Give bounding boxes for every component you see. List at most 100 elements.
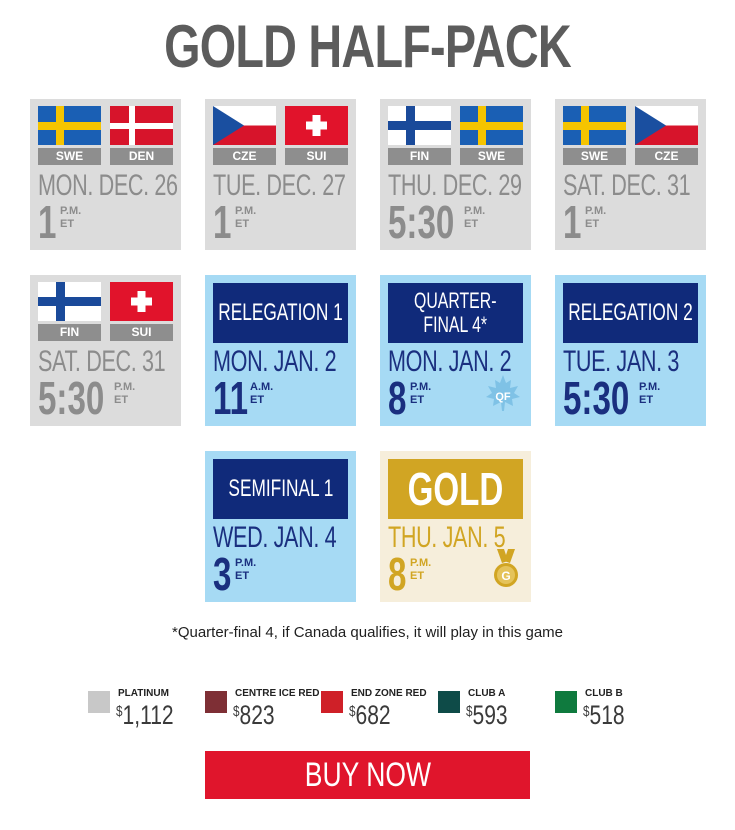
game-timezone: ET xyxy=(114,394,129,406)
czech-flag-icon xyxy=(213,106,276,145)
switzerland-flag-icon xyxy=(285,106,348,145)
legend-price: $823 xyxy=(233,700,275,730)
legend-name: END ZONE RED xyxy=(351,688,427,699)
game-ampm: P.M. xyxy=(464,205,486,217)
game-date: SAT. DEC. 31 xyxy=(563,169,691,202)
game-card-gold: GOLD THU. JAN. 5 8 P.M. ET G xyxy=(380,451,531,602)
legend-name: CLUB B xyxy=(585,688,623,699)
game-card-relegation-2: RELEGATION 2 TUE. JAN. 3 5:30 P.M. ET xyxy=(555,275,706,426)
legend-name: CLUB A xyxy=(468,688,506,699)
game-date: TUE. JAN. 3 xyxy=(563,345,680,378)
sweden-flag-icon xyxy=(563,106,626,145)
game-ampm: P.M. xyxy=(114,381,136,393)
club-a-swatch xyxy=(438,691,460,713)
sweden-flag-icon xyxy=(38,106,101,145)
game-time: 1 xyxy=(563,196,582,248)
game-card-quarter-final-4: QUARTER- FINAL 4* MON. JAN. 2 8 P.M. ET … xyxy=(380,275,531,426)
game-timezone: ET xyxy=(464,218,479,230)
game-timezone: ET xyxy=(639,394,654,406)
footnote: *Quarter-final 4, if Canada qualifies, i… xyxy=(171,624,564,641)
game-timezone: ET xyxy=(585,218,600,230)
game-label-banner: RELEGATION 1 xyxy=(213,283,348,343)
game-label: RELEGATION 2 xyxy=(568,299,693,326)
czech-flag-icon xyxy=(635,106,698,145)
game-date: SAT. DEC. 31 xyxy=(38,345,166,378)
legend-name: CENTRE ICE RED xyxy=(235,688,320,699)
game-card-fin-sui: FIN SUI SAT. DEC. 31 5:30 P.M. ET xyxy=(30,275,181,426)
quarterfinal-maple-leaf-icon: QF xyxy=(483,373,523,418)
game-timezone: ET xyxy=(410,394,425,406)
team-code: SWE xyxy=(563,148,626,165)
game-time: 1 xyxy=(213,196,232,248)
legend-price: $593 xyxy=(466,700,508,730)
game-date: THU. JAN. 5 xyxy=(388,521,506,554)
platinum-swatch xyxy=(88,691,110,713)
game-ampm: A.M. xyxy=(250,381,274,393)
team-code: SUI xyxy=(285,148,348,165)
game-label-banner: SEMIFINAL 1 xyxy=(213,459,348,519)
legend-price: $518 xyxy=(583,700,625,730)
game-label: GOLD xyxy=(407,463,504,515)
game-timezone: ET xyxy=(235,570,250,582)
game-time: 8 xyxy=(388,372,407,424)
game-date: MON. JAN. 2 xyxy=(388,345,512,378)
game-ampm: P.M. xyxy=(585,205,607,217)
game-card-cze-sui: CZE SUI TUE. DEC. 27 1 P.M. ET xyxy=(205,99,356,250)
team-code: CZE xyxy=(635,148,698,165)
game-card-swe-cze: SWE CZE SAT. DEC. 31 1 P.M. ET xyxy=(555,99,706,250)
legend-price: $1,112 xyxy=(116,700,174,730)
game-ampm: P.M. xyxy=(235,557,257,569)
game-time: 5:30 xyxy=(388,196,455,248)
game-label: SEMIFINAL 1 xyxy=(228,475,334,502)
game-time: 5:30 xyxy=(38,372,105,424)
game-ampm: P.M. xyxy=(410,557,432,569)
game-time: 5:30 xyxy=(563,372,630,424)
game-timezone: ET xyxy=(410,570,425,582)
team-code: CZE xyxy=(213,148,276,165)
game-time: 1 xyxy=(38,196,57,248)
game-date: WED. JAN. 4 xyxy=(213,521,337,554)
buy-now-label: BUY NOW xyxy=(304,755,431,794)
game-ampm: P.M. xyxy=(639,381,661,393)
buy-now-button[interactable]: BUY NOW xyxy=(205,751,530,799)
legend-name: PLATINUM xyxy=(118,688,169,699)
club-b-swatch xyxy=(555,691,577,713)
game-card-swe-den: SWE DEN MON. DEC. 26 1 P.M. ET xyxy=(30,99,181,250)
game-label-banner: GOLD xyxy=(388,459,523,519)
game-date: TUE. DEC. 27 xyxy=(213,169,346,202)
game-card-fin-swe: FIN SWE THU. DEC. 29 5:30 P.M. ET xyxy=(380,99,531,250)
badge-label: G xyxy=(501,569,510,583)
team-code: SUI xyxy=(110,324,173,341)
finland-flag-icon xyxy=(38,282,101,321)
team-code: FIN xyxy=(388,148,451,165)
game-card-semifinal-1: SEMIFINAL 1 WED. JAN. 4 3 P.M. ET xyxy=(205,451,356,602)
game-date: MON. JAN. 2 xyxy=(213,345,337,378)
game-label: RELEGATION 1 xyxy=(218,299,343,326)
game-date: THU. DEC. 29 xyxy=(388,169,522,202)
game-ampm: P.M. xyxy=(410,381,432,393)
legend-price: $682 xyxy=(349,700,391,730)
game-label-banner: QUARTER- FINAL 4* xyxy=(388,283,523,343)
centre-ice-red-swatch xyxy=(205,691,227,713)
end-zone-red-swatch xyxy=(321,691,343,713)
sweden-flag-icon xyxy=(460,106,523,145)
page-title: GOLD HALF-PACK xyxy=(164,13,572,80)
game-timezone: ET xyxy=(250,394,265,406)
game-card-relegation-1: RELEGATION 1 MON. JAN. 2 11 A.M. ET xyxy=(205,275,356,426)
game-ampm: P.M. xyxy=(235,205,257,217)
game-timezone: ET xyxy=(235,218,250,230)
gold-medal-icon: G xyxy=(489,549,523,594)
badge-label: QF xyxy=(495,391,511,403)
game-ampm: P.M. xyxy=(60,205,82,217)
finland-flag-icon xyxy=(388,106,451,145)
game-date: MON. DEC. 26 xyxy=(38,169,178,202)
denmark-flag-icon xyxy=(110,106,173,145)
team-code: SWE xyxy=(38,148,101,165)
game-label-line1: QUARTER- xyxy=(414,288,497,313)
game-label-banner: RELEGATION 2 xyxy=(563,283,698,343)
switzerland-flag-icon xyxy=(110,282,173,321)
game-timezone: ET xyxy=(60,218,75,230)
team-code: SWE xyxy=(460,148,523,165)
game-label-line2: FINAL 4* xyxy=(423,312,488,337)
team-code: FIN xyxy=(38,324,101,341)
